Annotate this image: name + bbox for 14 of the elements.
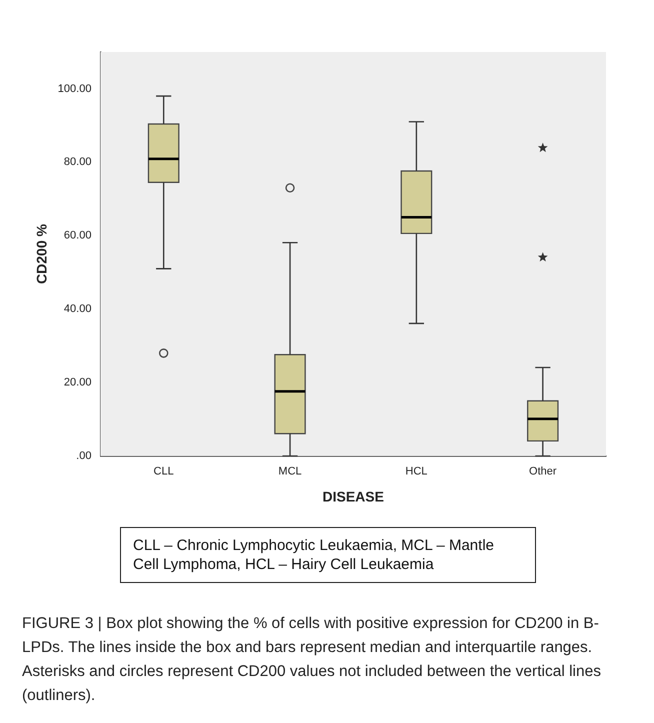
y-axis-title: CD200 % xyxy=(33,223,50,284)
y-tick-label: .00 xyxy=(76,450,92,462)
x-tick-label: MCL xyxy=(278,466,302,478)
y-tick-label: 20.00 xyxy=(64,376,92,389)
y-tick-label: 80.00 xyxy=(64,156,92,168)
y-tick-label: 100.00 xyxy=(58,82,92,95)
x-tick-label: HCL xyxy=(405,466,428,478)
x-tick-label: CLL xyxy=(154,466,174,478)
y-tick-label: 40.00 xyxy=(64,303,92,316)
x-tick-label: Other xyxy=(529,466,557,478)
text: CLL – Chronic Lymphocytic Leukaemia, MCL – Mantle Cell Lymphoma, HCL – Hairy Cell Leukaemia xyxy=(120,527,536,583)
x-axis-title: DISEASE xyxy=(322,488,384,504)
caption: FIGURE 3 | Box plot showing the % of cells with positive expression for CD200 in B-LPDs. The lines inside the box and bars represent median and interquartile ranges. Asterisks and circles represent CD200 values not included between the vertical lines (outliners). xyxy=(22,614,602,706)
y-tick-label: 60.00 xyxy=(64,230,92,242)
